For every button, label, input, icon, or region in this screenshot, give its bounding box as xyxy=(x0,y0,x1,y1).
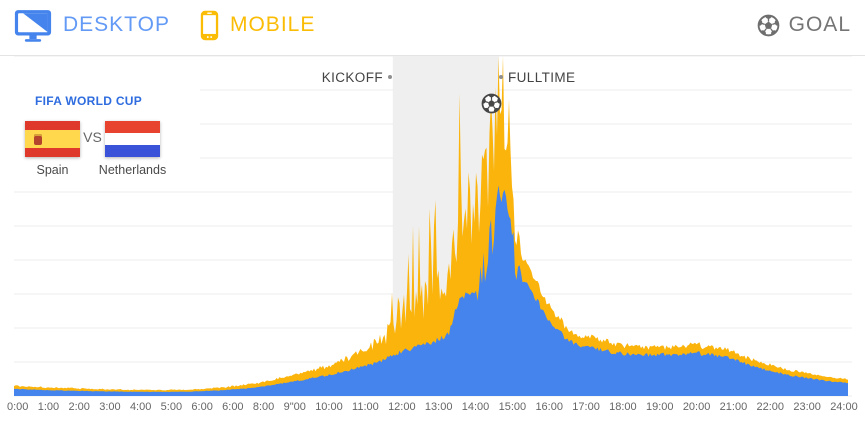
legend-bar: DESKTOP MOBILE GOAL xyxy=(0,0,865,50)
x-tick-label: 16:00 xyxy=(535,401,563,413)
fulltime-dot xyxy=(499,75,503,79)
x-tick-label: 5:00 xyxy=(160,401,183,413)
vs-label: VS xyxy=(83,129,102,145)
fulltime-label: FULLTIME xyxy=(508,70,576,85)
x-tick-label: 1:00 xyxy=(37,401,60,413)
home-team-name: Spain xyxy=(36,163,69,177)
legend-desktop-label: DESKTOP xyxy=(63,13,170,36)
x-tick-label: 9"00 xyxy=(283,401,306,413)
x-tick-label: 13:00 xyxy=(424,401,453,413)
x-tick-label: 4:00 xyxy=(129,401,152,413)
x-tick-label: 23:00 xyxy=(793,401,821,413)
spain-crest xyxy=(34,134,42,145)
match-card-title: FIFA WORLD CUP xyxy=(35,94,143,108)
x-tick-label: 24:00 xyxy=(830,401,858,413)
x-tick-label: 22:00 xyxy=(756,401,785,413)
x-tick-label: 0:00 xyxy=(7,401,29,413)
soccer-ball-icon xyxy=(757,14,780,37)
x-axis: 0:00 1:00 2:00 3:00 4:00 5:00 6:00 6:00 8:00 9"00… xyxy=(7,401,858,413)
spain-flag xyxy=(25,121,80,157)
legend-desktop[interactable]: DESKTOP xyxy=(14,9,170,42)
legend-goal: GOAL xyxy=(757,13,851,37)
match-card: FIFA WORLD CUP VS Spain Netherlands xyxy=(8,57,200,182)
x-tick-label: 12:00 xyxy=(388,401,416,413)
kickoff-label: KICKOFF xyxy=(321,70,383,85)
x-tick-label: 6:00 xyxy=(222,401,244,413)
x-tick-label: 11:00 xyxy=(352,401,379,413)
x-tick-label: 20:00 xyxy=(682,401,711,413)
mobile-phone-icon xyxy=(200,10,219,40)
legend-mobile-label: MOBILE xyxy=(229,13,316,36)
x-tick-label: 14:00 xyxy=(461,401,490,413)
netherlands-flag xyxy=(105,121,160,157)
x-tick-label: 2:00 xyxy=(68,401,90,413)
x-tick-label: 3:00 xyxy=(99,401,121,413)
kickoff-dot xyxy=(388,75,392,79)
x-tick-label: 15:00 xyxy=(498,401,527,413)
legend-mobile[interactable]: MOBILE xyxy=(200,10,315,41)
desktop-monitor-icon xyxy=(14,9,52,42)
goal-marker-ball-icon xyxy=(481,93,502,114)
x-tick-label: 18:00 xyxy=(609,401,637,413)
x-tick-label: 8:00 xyxy=(252,401,275,413)
header-divider xyxy=(0,55,865,56)
x-tick-label: 10:00 xyxy=(315,401,343,413)
x-tick-label: 17:00 xyxy=(572,401,600,413)
x-tick-label: 6:00 xyxy=(191,401,213,413)
legend-goal-label: GOAL xyxy=(788,13,851,36)
x-tick-label: 19:00 xyxy=(645,401,674,413)
x-tick-label: 21:00 xyxy=(719,401,748,413)
away-team-name: Netherlands xyxy=(98,163,167,177)
